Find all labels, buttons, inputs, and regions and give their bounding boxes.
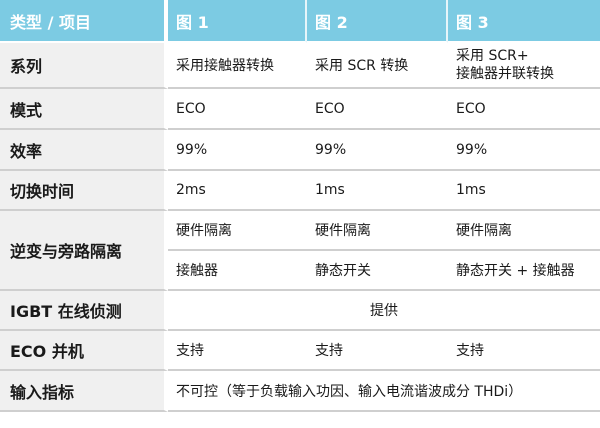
cell: 硬件隔离	[168, 211, 307, 251]
cell: 支持	[448, 331, 600, 371]
row-label: IGBT 在线侦测	[0, 291, 168, 331]
row-label: 输入指标	[0, 371, 168, 412]
table-row: IGBT 在线侦测 提供	[0, 291, 600, 331]
cell: 2ms	[168, 171, 307, 211]
table-row: 切换时间 2ms 1ms 1ms	[0, 171, 600, 211]
row-label: 模式	[0, 89, 168, 130]
cell: ECO	[448, 89, 600, 130]
cell: 静态开关 + 接触器	[448, 251, 600, 291]
table-row: 输入指标 不可控（等于负载输入功因、输入电流谐波成分 THDi）	[0, 371, 600, 412]
cell: 99%	[168, 130, 307, 171]
cell: 99%	[307, 130, 448, 171]
cell: 硬件隔离	[307, 211, 448, 251]
cell: 支持	[307, 331, 448, 371]
comparison-table: 类型 / 项目 图 1 图 2 图 3 系列 采用接触器转换 采用 SCR 转换…	[0, 0, 600, 412]
cell: ECO	[168, 89, 307, 130]
cell: 1ms	[307, 171, 448, 211]
cell: 接触器	[168, 251, 307, 291]
table-row: ECO 并机 支持 支持 支持	[0, 331, 600, 371]
cell: ECO	[307, 89, 448, 130]
cell: 静态开关	[307, 251, 448, 291]
row-label: 效率	[0, 130, 168, 171]
table-row: 逆变与旁路隔离 硬件隔离 硬件隔离 硬件隔离	[0, 211, 600, 291]
cell: 采用 SCR+ 接触器并联转换	[448, 43, 600, 89]
cell: 提供	[168, 291, 600, 331]
cell: 支持	[168, 331, 307, 371]
header-fig2: 图 2	[307, 0, 448, 43]
row-label: 逆变与旁路隔离	[0, 211, 168, 291]
cell: 采用 SCR 转换	[307, 43, 448, 89]
cell: 1ms	[448, 171, 600, 211]
row-label: ECO 并机	[0, 331, 168, 371]
table-row: 模式 ECO ECO ECO	[0, 89, 600, 130]
table-row: 效率 99% 99% 99%	[0, 130, 600, 171]
header-fig3: 图 3	[448, 0, 600, 43]
row-label: 切换时间	[0, 171, 168, 211]
table-row: 系列 采用接触器转换 采用 SCR 转换 采用 SCR+ 接触器并联转换	[0, 43, 600, 89]
cell: 不可控（等于负载输入功因、输入电流谐波成分 THDi）	[168, 371, 600, 412]
table-row: 接触器 静态开关 静态开关 + 接触器	[0, 251, 600, 291]
header-type: 类型 / 项目	[0, 0, 168, 43]
header-fig1: 图 1	[168, 0, 307, 43]
cell: 硬件隔离	[448, 211, 600, 251]
cell: 采用接触器转换	[168, 43, 307, 89]
header-row: 类型 / 项目 图 1 图 2 图 3	[0, 0, 600, 43]
row-label: 系列	[0, 43, 168, 89]
cell: 99%	[448, 130, 600, 171]
